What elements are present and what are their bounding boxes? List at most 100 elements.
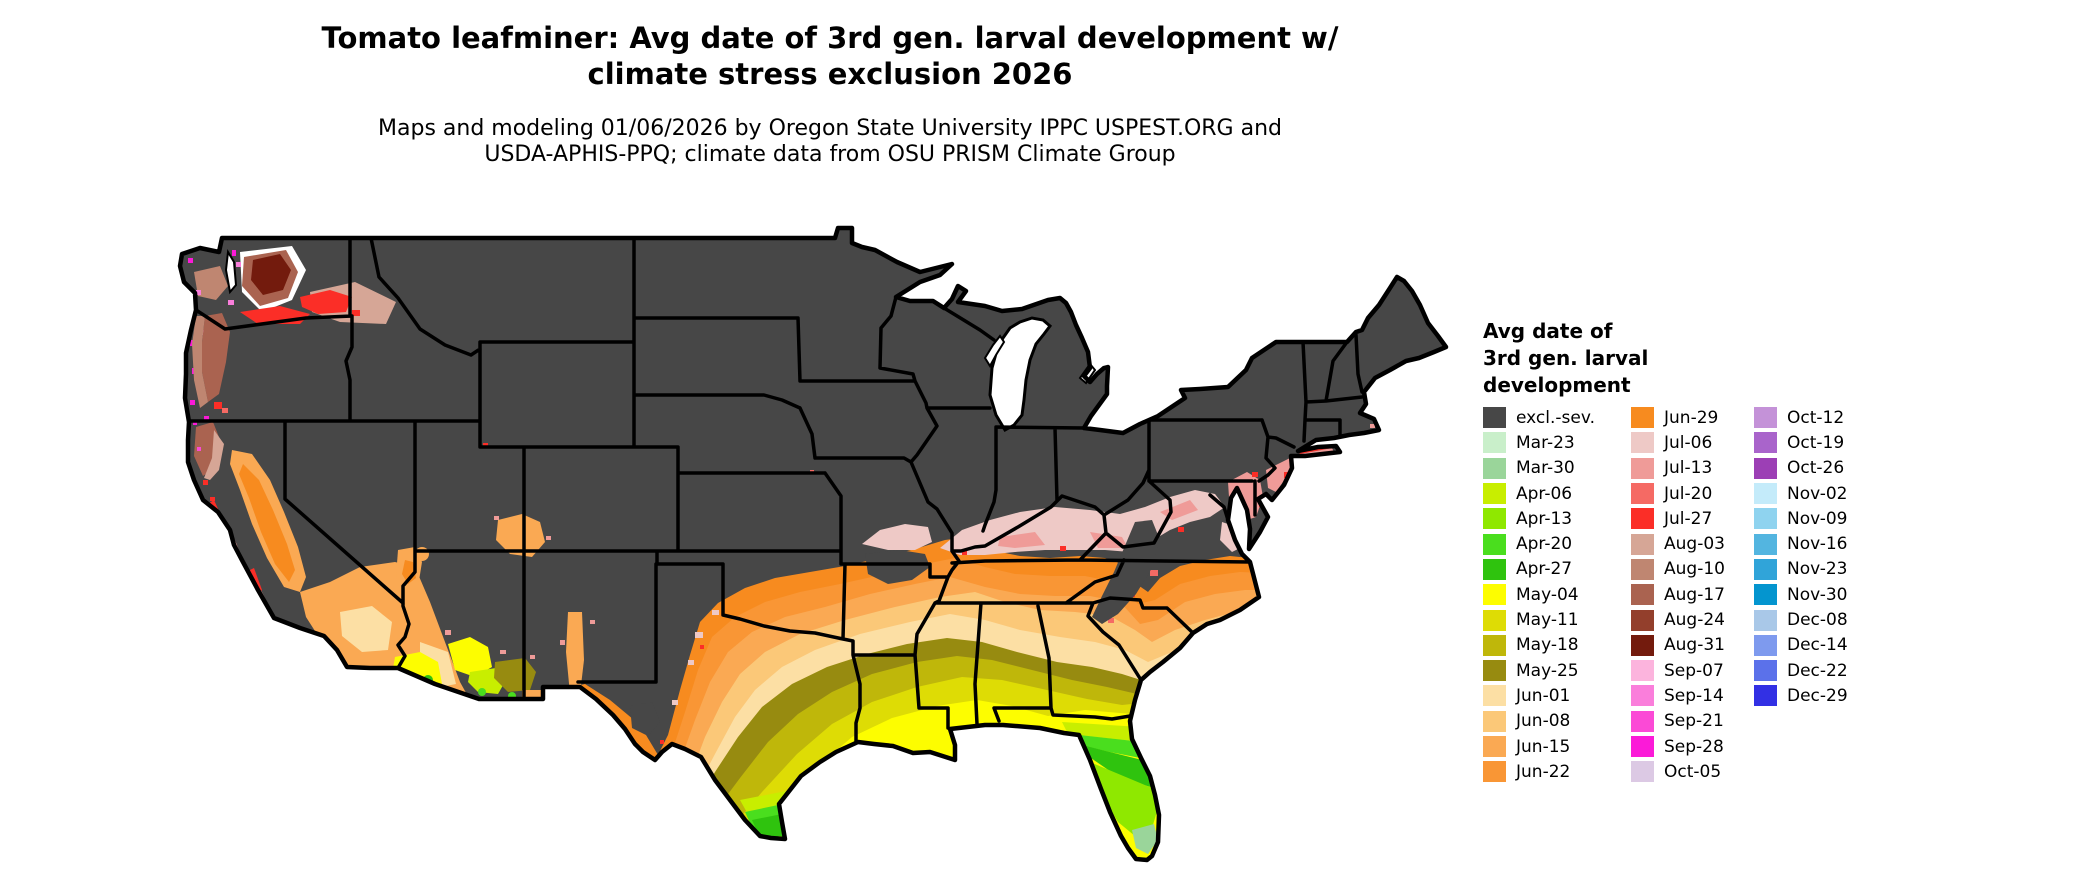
legend-title-line-3: development: [1483, 373, 1631, 397]
legend-swatch: [1631, 533, 1654, 555]
legend-label: Nov-02: [1787, 483, 1848, 504]
legend-item: Apr-27: [1483, 557, 1595, 582]
legend-swatch: [1754, 533, 1777, 555]
legend-title-line-2: 3rd gen. larval: [1483, 346, 1649, 370]
legend-item: Aug-17: [1631, 582, 1725, 607]
legend-label: Dec-08: [1787, 610, 1848, 631]
nca-tan: [204, 430, 224, 480]
legend-item: Jul-27: [1631, 506, 1725, 531]
legend-swatch: [1754, 558, 1777, 580]
legend-swatch: [1483, 558, 1506, 580]
legend-item: Dec-14: [1754, 633, 1848, 658]
legend-item: Aug-10: [1631, 557, 1725, 582]
legend-item: Dec-29: [1754, 683, 1848, 708]
legend-swatch: [1631, 660, 1654, 682]
ozark-gray: [865, 550, 930, 584]
orcoast-brown: [192, 316, 208, 408]
legend-swatch: [1754, 584, 1777, 606]
legend-swatch: [1631, 432, 1654, 454]
legend-label: Mar-30: [1516, 458, 1575, 479]
legend-swatch: [1631, 710, 1654, 732]
legend-label: Sep-14: [1664, 685, 1724, 706]
az-pink-fringe: [445, 630, 535, 659]
legend-label: Dec-29: [1787, 685, 1848, 706]
pnw-darkbrown: [251, 254, 291, 295]
legend-columns: excl.-sev. Mar-23 Mar-30 Apr-06 Apr-13 Apr-20…: [1483, 405, 1983, 805]
legend-item: Nov-16: [1754, 531, 1848, 556]
legend-label: Oct-19: [1787, 432, 1845, 453]
subtitle-line-1: Maps and modeling 01/06/2026 by Oregon S…: [378, 116, 1282, 141]
legend-label: Dec-22: [1787, 660, 1848, 681]
legend-item: Sep-21: [1631, 709, 1725, 734]
legend-item: Sep-07: [1631, 658, 1725, 683]
legend-item: May-25: [1483, 658, 1595, 683]
medford-red: [214, 402, 222, 409]
legend-swatch: [1631, 761, 1654, 783]
legend-item: Jun-08: [1483, 709, 1595, 734]
legend-item: Nov-30: [1754, 582, 1848, 607]
legend-swatch: [1483, 685, 1506, 707]
legend-label: Jun-08: [1516, 711, 1571, 732]
legend-item: Aug-24: [1631, 607, 1725, 632]
legend-item: Aug-31: [1631, 633, 1725, 658]
legend-swatch: [1631, 584, 1654, 606]
legend-label: Oct-26: [1787, 458, 1845, 479]
legend-item: Oct-26: [1754, 456, 1848, 481]
legend-label: May-18: [1516, 635, 1579, 656]
legend-label: Sep-21: [1664, 711, 1724, 732]
legend-swatch: [1631, 508, 1654, 530]
legend-swatch: [1754, 660, 1777, 682]
legend-swatch: [1483, 508, 1506, 530]
legend-item: Nov-09: [1754, 506, 1848, 531]
state-borders: [187, 236, 1364, 744]
legend-label: Aug-10: [1664, 559, 1725, 580]
legend-item: Jun-22: [1483, 759, 1595, 784]
legend-label: May-25: [1516, 660, 1579, 681]
legend-label: excl.-sev.: [1516, 407, 1595, 428]
legend-item: Oct-12: [1754, 405, 1848, 430]
fl-mar30-tip: [1132, 824, 1158, 854]
legend-label: Jul-27: [1664, 508, 1713, 529]
legend-item: May-04: [1483, 582, 1595, 607]
subtitle-line-2: USDA-APHIS-PPQ; climate data from OSU PR…: [484, 142, 1176, 167]
legend-swatch: [1754, 457, 1777, 479]
legend-label: Apr-20: [1516, 534, 1573, 555]
legend-label: Nov-30: [1787, 584, 1848, 605]
legend-label: Dec-14: [1787, 635, 1848, 656]
green-bay: [983, 334, 1006, 368]
nca-red-specks: [203, 480, 215, 501]
olympic-brown: [194, 266, 228, 300]
legend-swatch: [1483, 660, 1506, 682]
fl-apr13: [1085, 760, 1158, 836]
legend-swatch: [1483, 584, 1506, 606]
legend-item: Apr-13: [1483, 506, 1595, 531]
legend-item: Dec-08: [1754, 607, 1848, 632]
title-line-2: climate stress exclusion 2026: [587, 57, 1073, 91]
willamette-brown: [202, 313, 230, 402]
mo-pink: [862, 524, 932, 550]
legend-title-line-1: Avg date of: [1483, 319, 1613, 343]
capecod-speck: [1370, 424, 1375, 428]
legend-swatch: [1483, 483, 1506, 505]
legend-title: Avg date of 3rd gen. larval development: [1483, 318, 1983, 399]
az-yellow: [448, 637, 492, 677]
legend-label: Aug-31: [1664, 635, 1725, 656]
stgeorge-orange: [415, 547, 429, 561]
legend-item: Jul-06: [1631, 430, 1725, 455]
legend-item: May-18: [1483, 633, 1595, 658]
legend-item: Apr-20: [1483, 531, 1595, 556]
legend-swatch: [1631, 609, 1654, 631]
legend-label: May-11: [1516, 610, 1579, 631]
legend-item: Mar-30: [1483, 456, 1595, 481]
legend-label: Sep-07: [1664, 660, 1724, 681]
legend-item: Nov-23: [1754, 557, 1848, 582]
davis-mtns-gray: [630, 702, 660, 736]
legend-item: Jun-29: [1631, 405, 1725, 430]
nm-pink-specks: [560, 620, 595, 645]
legend-item: Oct-05: [1631, 759, 1725, 784]
columbia-basin-red: [300, 290, 352, 314]
legend-item: Sep-28: [1631, 734, 1725, 759]
fourcorners-orange: [496, 514, 545, 557]
medford-pink: [222, 408, 228, 413]
